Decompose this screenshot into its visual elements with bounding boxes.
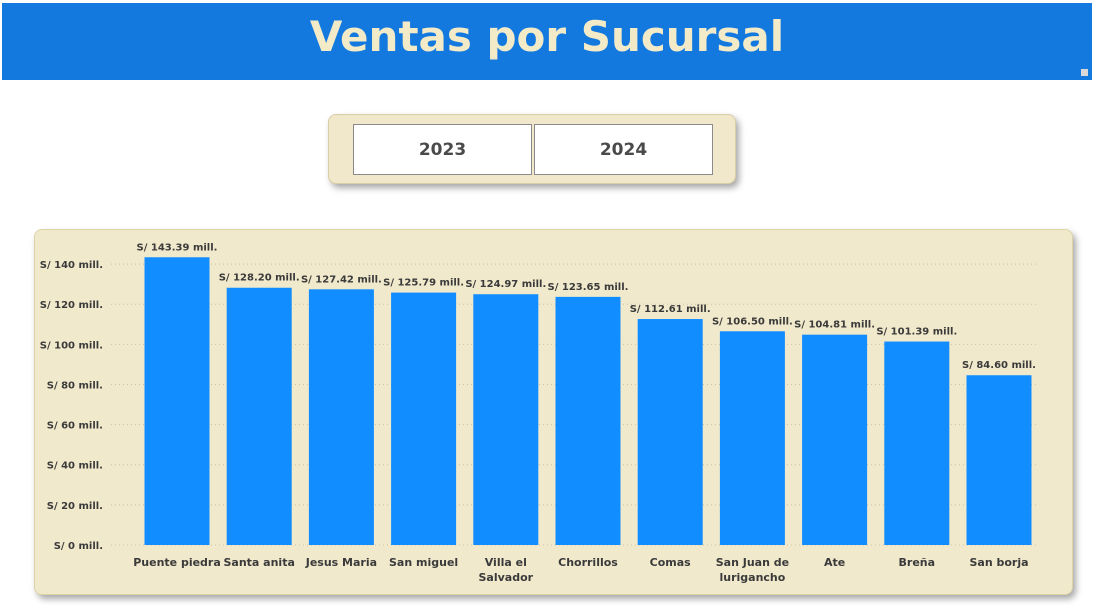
- data-label: S/ 112.61 mill.: [630, 304, 711, 315]
- x-tick-label: Breña: [899, 556, 936, 569]
- bar: [144, 257, 210, 545]
- bar: [391, 292, 457, 545]
- y-tick-label: S/ 20 mill.: [47, 501, 103, 512]
- x-tick-label: Santa anita: [223, 556, 294, 569]
- year-button-2023[interactable]: 2023: [353, 124, 532, 175]
- data-label: S/ 128.20 mill.: [219, 273, 300, 284]
- y-tick-label: S/ 100 mill.: [40, 340, 103, 351]
- bar: [473, 294, 539, 545]
- sales-bar-chart: S/ 0 mill. S/ 20 mill. S/ 40 mill. S/ 60 mi…: [34, 229, 1073, 595]
- data-label: S/ 123.65 mill.: [548, 282, 629, 293]
- x-tick-label: Ate: [824, 556, 845, 569]
- data-label: S/ 127.42 mill.: [301, 274, 382, 285]
- data-label: S/ 84.60 mill.: [962, 360, 1036, 371]
- x-tick-label: San borja: [969, 556, 1028, 569]
- data-label: S/ 124.97 mill.: [465, 279, 546, 290]
- bar: [966, 375, 1032, 545]
- data-label: S/ 125.79 mill.: [383, 278, 464, 289]
- bar: [555, 296, 621, 545]
- report-header: Ventas por Sucursal: [2, 3, 1092, 80]
- data-label: S/ 104.81 mill.: [794, 320, 875, 331]
- y-tick-label: S/ 120 mill.: [40, 300, 103, 311]
- bar: [308, 289, 374, 545]
- bar: [226, 287, 292, 545]
- year-button-2024[interactable]: 2024: [534, 124, 713, 175]
- y-tick-label: S/ 40 mill.: [47, 461, 103, 472]
- y-tick-label: S/ 60 mill.: [47, 421, 103, 432]
- x-tick-label: Puente piedra: [133, 556, 221, 569]
- data-label: S/ 101.39 mill.: [876, 327, 957, 338]
- resize-handle-icon[interactable]: [1081, 69, 1088, 76]
- bar: [802, 334, 868, 545]
- bar-chart-svg: S/ 0 mill. S/ 20 mill. S/ 40 mill. S/ 60 mi…: [40, 242, 1037, 584]
- year-slicer: 2023 2024: [328, 114, 736, 184]
- y-tick-label: S/ 80 mill.: [47, 380, 103, 391]
- bar: [884, 341, 950, 545]
- x-tick-label: Jesus Maria: [305, 556, 377, 569]
- x-tick-label: Villa el: [485, 556, 527, 569]
- x-tick-label: lurigancho: [719, 571, 785, 584]
- bar: [637, 319, 703, 545]
- x-tick-label: Comas: [650, 556, 692, 569]
- x-tick-label: Chorrillos: [558, 556, 618, 569]
- y-tick-label: S/ 0 mill.: [54, 541, 103, 552]
- y-tick-label: S/ 140 mill.: [40, 260, 103, 271]
- bar: [719, 331, 785, 545]
- page-title: Ventas por Sucursal: [309, 12, 785, 61]
- data-label: S/ 143.39 mill.: [137, 242, 218, 253]
- x-tick-label: San miguel: [389, 556, 458, 569]
- data-label: S/ 106.50 mill.: [712, 316, 793, 327]
- x-tick-label: Salvador: [479, 571, 534, 584]
- x-tick-label: San Juan de: [716, 556, 789, 569]
